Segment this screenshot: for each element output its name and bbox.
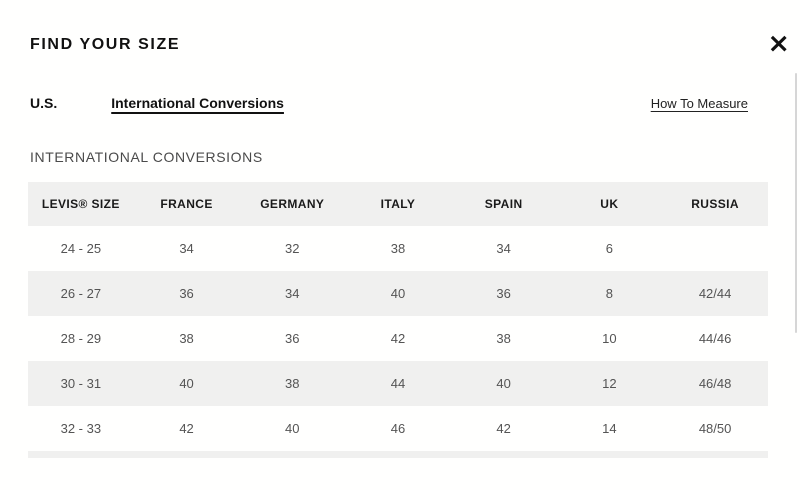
table-cell: 34 [179,241,194,256]
page-title: FIND YOUR SIZE [30,36,181,53]
conversions-table: LEVIS® SIZE FRANCE GERMANY ITALY SPAIN U… [28,182,768,458]
table-row: 32 - 33 42 40 46 42 14 48/50 [28,406,768,451]
table-cell: 36 [179,286,194,301]
column-header-levis-size: LEVIS® SIZE [28,182,134,226]
close-button[interactable]: × [763,30,794,57]
table-cell: 46 [390,421,406,436]
column-header-france: FRANCE [133,182,240,226]
table-cell: 30 - 31 [60,376,102,391]
column-header-uk: UK [556,182,663,226]
size-conversion-table: LEVIS® SIZE FRANCE GERMANY ITALY SPAIN U… [28,182,768,458]
table-cell: 38 [285,376,300,391]
close-icon: × [767,28,790,59]
column-header-italy: ITALY [345,182,451,226]
table-cell: 24 - 25 [60,241,102,256]
table-cell [662,226,768,271]
table-cell: 34 [496,241,511,256]
table-cell: 34 [285,286,300,301]
table-cell: 6 [605,241,613,256]
table-cell: 12 [602,376,617,391]
scrollbar[interactable] [795,73,797,333]
table-cell: 40 [390,286,406,301]
table-cell: 38 [179,331,194,346]
table-row: 30 - 31 40 38 44 40 12 46/48 [28,361,768,406]
column-header-russia: RUSSIA [662,182,768,226]
table-cell: 36 [285,331,300,346]
table-cell: 44 [390,376,406,391]
table-row-partial [28,451,768,458]
table-cell: 46/48 [698,376,732,391]
table-cell: 32 [285,241,300,256]
section-heading: INTERNATIONAL CONVERSIONS [30,149,263,165]
table-cell: 10 [602,331,617,346]
table-cell: 40 [179,376,194,391]
table-cell: 40 [285,421,300,436]
table-row: 28 - 29 38 36 42 38 10 44/46 [28,316,768,361]
table-cell: 36 [496,286,511,301]
table-cell: 14 [602,421,617,436]
tab-us[interactable]: U.S. [30,95,58,111]
table-cell: 48/50 [698,421,732,436]
table-cell: 38 [496,331,511,346]
table-cell: 42 [179,421,194,436]
column-header-spain: SPAIN [450,182,557,226]
tab-international-conversions[interactable]: International Conversions [111,95,284,111]
column-header-germany: GERMANY [239,182,346,226]
table-row: 26 - 27 36 34 40 36 8 42/44 [28,271,768,316]
table-row: 24 - 25 34 32 38 34 6 [28,226,768,271]
table-cell: 32 - 33 [60,421,102,436]
table-cell: 42 [390,331,406,346]
table-cell: 8 [605,286,613,301]
table-cell: 26 - 27 [60,286,102,301]
table-cell: 28 - 29 [60,331,102,346]
how-to-measure-link[interactable]: How To Measure [650,96,748,111]
table-cell: 42/44 [698,286,732,301]
table-cell: 38 [390,241,406,256]
table-cell: 40 [496,376,511,391]
table-header-row: LEVIS® SIZE FRANCE GERMANY ITALY SPAIN U… [28,182,768,226]
table-cell: 44/46 [698,331,732,346]
tab-bar: U.S. International Conversions How To Me… [30,95,748,111]
table-cell: 42 [496,421,511,436]
